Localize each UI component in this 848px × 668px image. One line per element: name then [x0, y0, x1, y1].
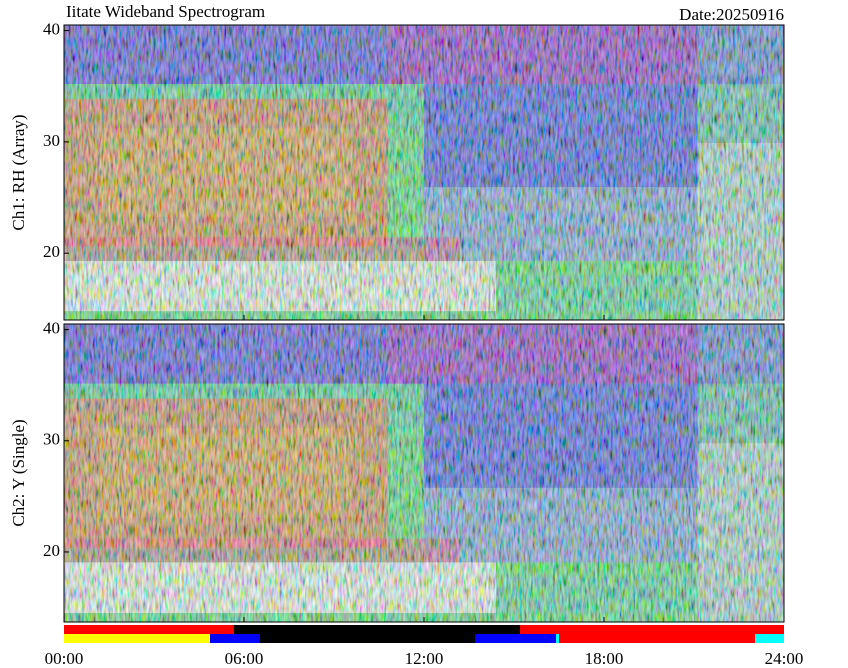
y-tick-label: 20 — [43, 541, 60, 560]
y-axis-label: Ch2: Y (Single) — [9, 419, 28, 526]
spectrogram — [64, 324, 784, 622]
spectrogram-noise — [64, 25, 784, 320]
spectrogram-noise — [64, 324, 784, 622]
status-bars — [64, 625, 784, 643]
y-axis-label: Ch1: RH (Array) — [9, 114, 28, 230]
x-tick-label: 18:00 — [585, 649, 624, 668]
y-tick-label: 40 — [43, 318, 60, 337]
x-tick-label: 12:00 — [405, 649, 444, 668]
date-label: Date:20250916 — [679, 5, 784, 24]
chart-title: Iitate Wideband Spectrogram — [66, 2, 265, 21]
y-tick-label: 40 — [43, 19, 60, 38]
spectrogram — [64, 25, 784, 320]
y-tick-label: 20 — [43, 242, 60, 261]
x-tick-label: 24:00 — [765, 649, 804, 668]
y-tick-label: 30 — [43, 131, 60, 150]
x-tick-label: 00:00 — [45, 649, 84, 668]
x-tick-label: 06:00 — [225, 649, 264, 668]
y-tick-label: 30 — [43, 430, 60, 449]
